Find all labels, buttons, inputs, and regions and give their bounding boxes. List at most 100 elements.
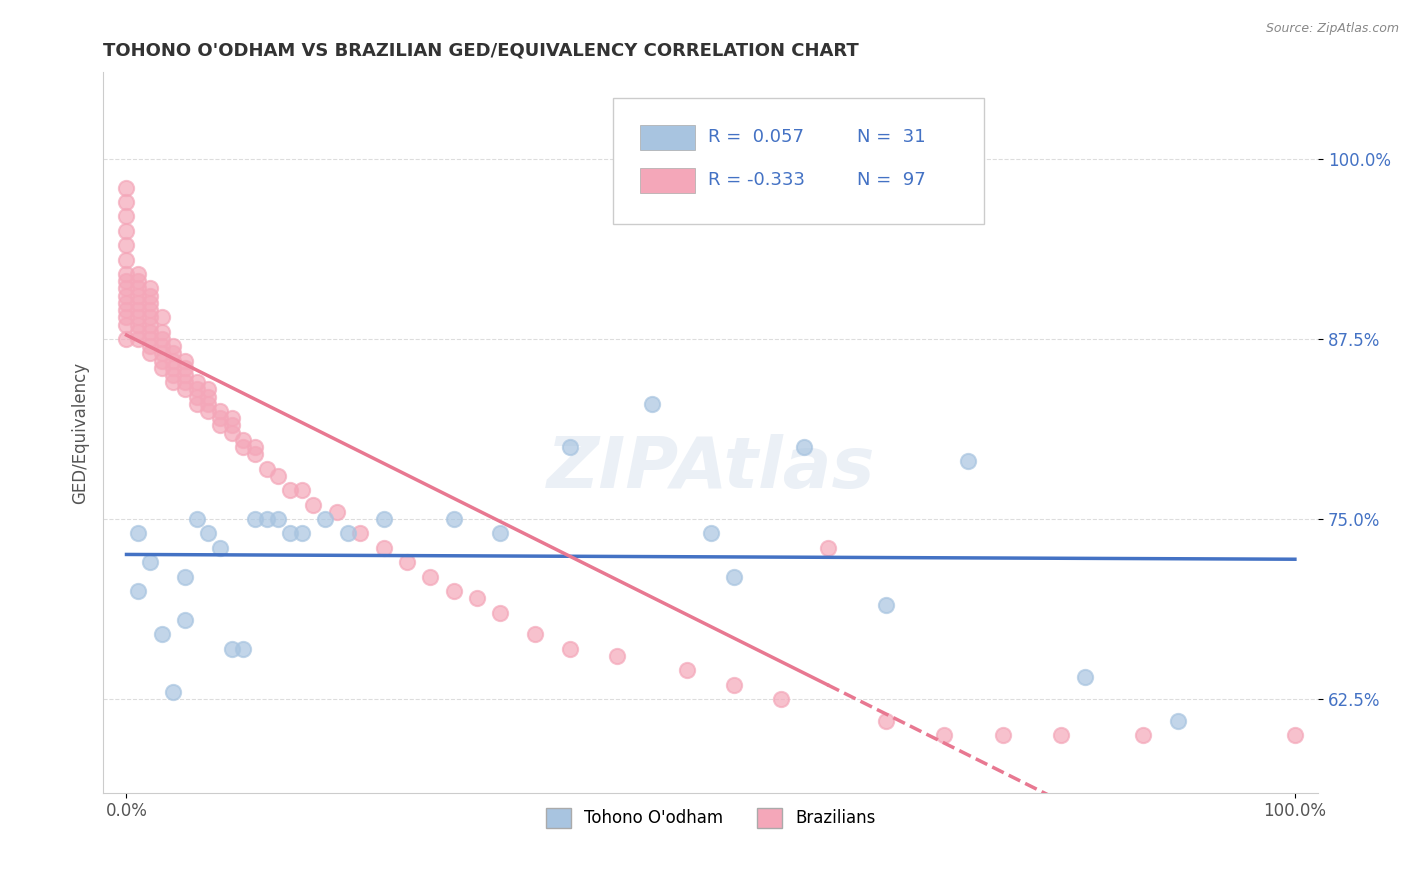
Point [150, 360, 173, 375]
Text: Source: ZipAtlas.com: Source: ZipAtlas.com [1265, 22, 1399, 36]
Point [1132, 728, 1154, 742]
Point [419, 569, 441, 583]
Point [127, 296, 149, 310]
Point [291, 483, 314, 498]
Point [232, 440, 254, 454]
Point [278, 526, 301, 541]
Point [150, 310, 173, 325]
Point [256, 512, 278, 526]
Point [162, 346, 184, 360]
Point [139, 325, 162, 339]
Point [127, 526, 149, 541]
Point [489, 606, 512, 620]
Point [723, 569, 745, 583]
Point [127, 267, 149, 281]
Point [243, 440, 266, 454]
Point [208, 411, 231, 425]
Point [443, 512, 465, 526]
Point [221, 418, 243, 433]
Point [150, 332, 173, 346]
Legend: Tohono O'odham, Brazilians: Tohono O'odham, Brazilians [540, 801, 882, 835]
Point [150, 353, 173, 368]
Point [221, 641, 243, 656]
Point [162, 375, 184, 389]
Point [267, 468, 290, 483]
Point [524, 627, 547, 641]
FancyBboxPatch shape [640, 125, 695, 150]
Point [373, 512, 395, 526]
Point [174, 360, 197, 375]
Point [115, 303, 138, 318]
Point [115, 318, 138, 332]
Point [174, 569, 197, 583]
Point [232, 641, 254, 656]
Point [769, 692, 792, 706]
Point [174, 613, 197, 627]
Point [174, 375, 197, 389]
Point [115, 238, 138, 252]
Point [127, 318, 149, 332]
FancyBboxPatch shape [613, 97, 984, 224]
Point [115, 267, 138, 281]
Point [150, 339, 173, 353]
Point [127, 332, 149, 346]
Point [243, 512, 266, 526]
Point [221, 411, 243, 425]
Text: R = -0.333: R = -0.333 [709, 171, 806, 189]
Point [115, 252, 138, 267]
Point [150, 346, 173, 360]
Point [197, 382, 219, 396]
Point [326, 505, 349, 519]
Point [139, 555, 162, 569]
Point [127, 274, 149, 288]
Text: N =  31: N = 31 [856, 128, 925, 146]
Point [373, 541, 395, 555]
Point [115, 210, 138, 224]
Point [197, 404, 219, 418]
Point [291, 526, 314, 541]
Point [256, 461, 278, 475]
Point [115, 310, 138, 325]
Point [817, 541, 839, 555]
Point [115, 332, 138, 346]
Point [208, 404, 231, 418]
Point [443, 584, 465, 599]
Point [162, 685, 184, 699]
Point [139, 281, 162, 295]
Point [349, 526, 371, 541]
Point [186, 382, 208, 396]
Point [186, 375, 208, 389]
Point [139, 332, 162, 346]
Point [208, 418, 231, 433]
Point [127, 584, 149, 599]
Point [232, 433, 254, 447]
Text: R =  0.057: R = 0.057 [709, 128, 804, 146]
Point [150, 325, 173, 339]
Text: ZIPAtlas: ZIPAtlas [547, 434, 875, 503]
Point [337, 526, 360, 541]
Point [676, 663, 699, 677]
Point [243, 447, 266, 461]
Point [197, 397, 219, 411]
Y-axis label: GED/Equivalency: GED/Equivalency [72, 361, 89, 504]
Point [221, 425, 243, 440]
Point [560, 440, 582, 454]
Point [278, 483, 301, 498]
Point [560, 641, 582, 656]
Point [139, 310, 162, 325]
Point [793, 440, 815, 454]
FancyBboxPatch shape [640, 168, 695, 193]
Point [875, 599, 897, 613]
Point [197, 390, 219, 404]
Point [127, 288, 149, 302]
Point [934, 728, 956, 742]
Point [127, 325, 149, 339]
Point [115, 281, 138, 295]
Point [139, 288, 162, 302]
Point [162, 368, 184, 382]
Point [723, 678, 745, 692]
Point [162, 353, 184, 368]
Point [641, 397, 664, 411]
Point [115, 180, 138, 194]
Point [314, 512, 336, 526]
